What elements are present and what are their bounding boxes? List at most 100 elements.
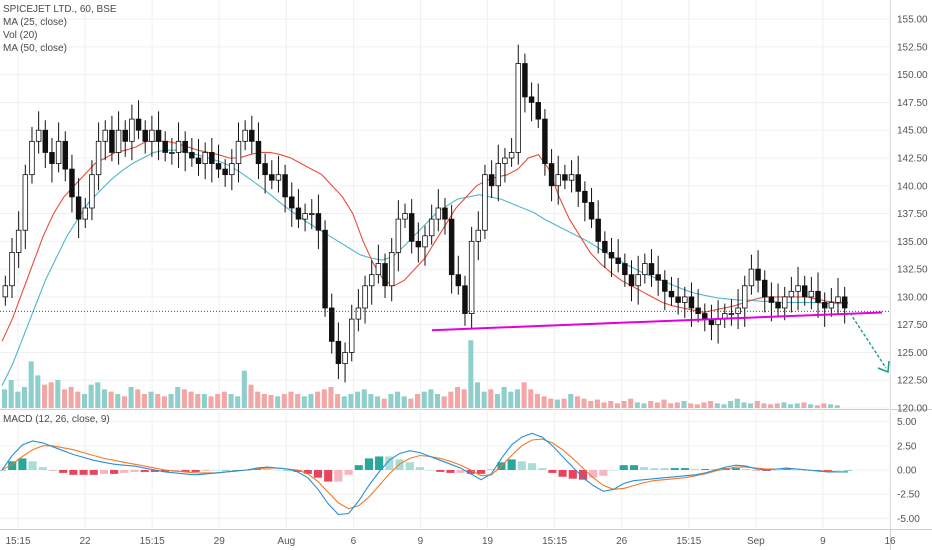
volume-bar (614, 403, 620, 408)
candle-body (329, 307, 335, 342)
volume-bar (434, 394, 441, 408)
macd-tick-label: -5.00 (897, 514, 920, 525)
volume-bar (634, 402, 640, 408)
candle-body (195, 157, 202, 164)
volume-bar (48, 382, 54, 408)
volume-bar (295, 394, 301, 408)
candle-body (175, 140, 182, 153)
price-tick-label: 137.50 (897, 209, 928, 220)
candle-body (382, 263, 388, 287)
volume-bar (168, 394, 174, 408)
volume-bar (728, 401, 734, 408)
candle-body (355, 307, 362, 320)
time-tick-label: Sep (747, 536, 765, 547)
volume-bar (268, 394, 274, 408)
macd-histogram-bar (466, 470, 475, 474)
ma50-line (1, 149, 848, 387)
volume-bar (215, 394, 221, 408)
candle-body (762, 279, 768, 298)
volume-bar (428, 389, 434, 408)
macd-histogram-bar (426, 470, 435, 471)
volume-bar (601, 402, 607, 408)
candle-body (75, 196, 82, 220)
volume-bar (668, 403, 674, 408)
macd-histogram-bar (752, 470, 761, 471)
volume-bar (135, 389, 141, 408)
candle-body (695, 307, 701, 314)
macd-histogram-bar (731, 468, 740, 470)
time-tick-label: 29 (214, 536, 226, 547)
macd-histogram-bar (446, 470, 455, 473)
volume-bar (814, 405, 820, 408)
candle-body (821, 302, 828, 309)
volume-bar (501, 387, 507, 408)
legend-symbol[interactable]: SPICEJET LTD., 60, BSE (3, 4, 117, 15)
volume-bar (121, 396, 127, 408)
macd-histogram-bar (0, 470, 7, 471)
candle-body (775, 302, 781, 309)
candle-body (229, 163, 235, 176)
volume-bar (654, 402, 660, 408)
macd-histogram-bar (660, 468, 669, 470)
volume-bar (801, 402, 807, 408)
price-tick-label: 125.00 (897, 348, 928, 359)
macd-histogram-bar (48, 470, 58, 471)
macd-histogram-bar (8, 461, 17, 470)
volume-bar (301, 396, 307, 408)
candle-body (702, 313, 708, 320)
macd-histogram-bar (527, 463, 537, 470)
legend-volume[interactable]: Vol (20) (3, 30, 38, 41)
volume-bar (288, 391, 294, 408)
volume-bar (328, 387, 334, 408)
volume-bar (494, 394, 501, 408)
macd-histogram-bar (476, 470, 486, 474)
volume-bar (368, 394, 374, 408)
volume-bar (474, 382, 481, 408)
candle-body (781, 296, 788, 309)
legend-ma25[interactable]: MA (25, close) (3, 17, 67, 28)
candle-body (315, 213, 322, 231)
volume-bar (401, 396, 407, 408)
legend-macd[interactable]: MACD (12, 26, close, 9) (3, 414, 110, 425)
volume-bar (395, 391, 401, 408)
candle-body (662, 279, 668, 292)
support-trendline (431, 311, 883, 332)
volume-bar (701, 402, 707, 408)
volume-bar (95, 382, 101, 408)
volume-bar (694, 404, 700, 408)
volume-bar (828, 404, 834, 408)
candle-body (262, 163, 268, 176)
macd-histogram-bar (110, 470, 119, 474)
candle-body (728, 313, 735, 315)
macd-tick-label: -2.50 (897, 490, 920, 501)
volume-bar (468, 340, 474, 408)
price-tick-label: 142.50 (897, 154, 928, 165)
candle-body (615, 257, 621, 264)
macd-histogram-bar (18, 458, 27, 470)
price-tick-label: 155.00 (897, 15, 928, 26)
price-tick-label: 127.50 (897, 320, 928, 331)
candle-body (309, 213, 315, 215)
volume-bar (195, 394, 201, 408)
candle-body (628, 274, 635, 287)
candle-body (115, 129, 122, 153)
macd-histogram-bar (69, 470, 78, 475)
macd-histogram-bar (813, 470, 822, 471)
volume-bar (581, 398, 587, 408)
macd-histogram-bar (324, 470, 333, 482)
candle-body (502, 157, 508, 164)
volume-bar (528, 389, 534, 408)
volume-bar (188, 391, 194, 408)
candle-body (149, 129, 155, 142)
volume-bar (721, 404, 727, 408)
candle-body (235, 140, 242, 164)
macd-histogram-bar (28, 461, 37, 470)
volume-bar (35, 375, 41, 408)
volume-bar (248, 384, 254, 408)
macd-histogram-bar (640, 467, 649, 470)
volume-bar (321, 389, 327, 408)
candle-body (122, 129, 128, 142)
macd-histogram-bar (161, 470, 170, 472)
legend-ma50[interactable]: MA (50, close) (3, 43, 67, 54)
